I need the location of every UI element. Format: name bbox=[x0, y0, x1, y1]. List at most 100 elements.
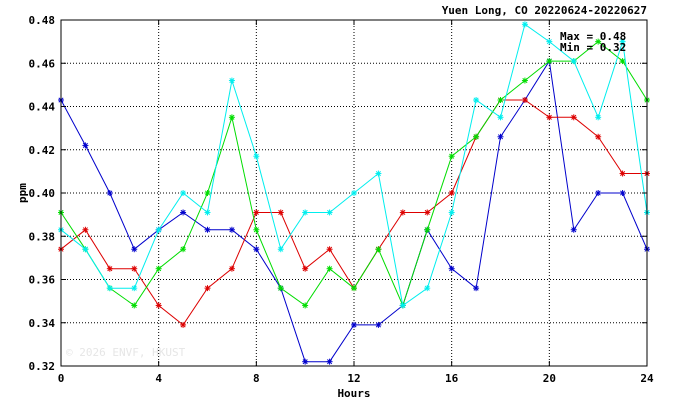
series-3-point-2 bbox=[106, 285, 113, 292]
y-tick-label-3: 0.38 bbox=[29, 230, 56, 243]
y-tick-label-5: 0.42 bbox=[29, 144, 56, 157]
series-1-point-14 bbox=[399, 209, 406, 216]
series-2-point-12 bbox=[351, 285, 357, 292]
series-3-point-9 bbox=[277, 246, 284, 253]
tick-labels: 0 4 8 12 16 20 24 0.32 0.34 0.36 0.38 0.40 0.42 0.44 0… bbox=[29, 14, 654, 385]
y-tick-label-1: 0.34 bbox=[29, 317, 56, 330]
series-2-point-15 bbox=[424, 226, 431, 233]
series-3-point-1 bbox=[82, 246, 89, 253]
x-tick-label-5: 20 bbox=[543, 372, 556, 385]
series-1-point-10 bbox=[302, 265, 309, 272]
series-0-point-1 bbox=[82, 142, 89, 149]
series-2-point-5 bbox=[180, 246, 187, 253]
chart-title: Yuen Long, CO 20220624-20220627 bbox=[442, 4, 647, 17]
series-1-point-4 bbox=[155, 302, 162, 309]
series-3-point-17 bbox=[473, 97, 480, 104]
x-tick-label-4: 16 bbox=[445, 372, 459, 385]
series-3-point-11 bbox=[326, 209, 333, 216]
y-tick-label-8: 0.48 bbox=[29, 14, 56, 27]
series-3-point-7 bbox=[228, 77, 235, 84]
series-3-point-12 bbox=[351, 190, 357, 196]
series-3-point-6 bbox=[204, 209, 211, 216]
series-3-point-14 bbox=[399, 302, 406, 309]
x-tick-label-2: 8 bbox=[253, 372, 260, 385]
series-1-point-6 bbox=[204, 285, 211, 292]
series-3-point-10 bbox=[302, 209, 309, 216]
series-3-point-5 bbox=[180, 190, 187, 196]
series-1-point-20 bbox=[546, 114, 553, 121]
series-2-point-18 bbox=[497, 97, 504, 104]
series-2-point-3 bbox=[131, 302, 138, 309]
series-2-point-17 bbox=[473, 133, 480, 140]
series-2-point-13 bbox=[375, 246, 382, 253]
series-3-point-20 bbox=[546, 38, 553, 45]
series-2-point-16 bbox=[448, 153, 455, 160]
series-2-point-4 bbox=[155, 265, 162, 272]
series-3-point-3 bbox=[131, 285, 138, 292]
series-3-point-23 bbox=[619, 38, 626, 45]
series-1-point-11 bbox=[326, 246, 333, 253]
series-0-point-8 bbox=[253, 246, 260, 253]
series-1-point-2 bbox=[106, 265, 113, 272]
series-0-point-11 bbox=[326, 358, 333, 365]
series-0-point-2 bbox=[106, 190, 113, 196]
series-3-point-8 bbox=[253, 153, 260, 160]
series-0-point-10 bbox=[302, 358, 309, 365]
min-label: Min = 0.32 bbox=[560, 41, 626, 54]
series-3-point-13 bbox=[375, 170, 382, 177]
series-0-point-12 bbox=[351, 321, 357, 328]
series-3 bbox=[58, 21, 650, 309]
series-1-point-1 bbox=[82, 226, 89, 233]
series-2-point-8 bbox=[253, 226, 260, 233]
data-series bbox=[58, 21, 650, 365]
series-2 bbox=[58, 38, 650, 309]
series-1-point-21 bbox=[570, 114, 577, 121]
series-1-point-3 bbox=[131, 265, 138, 272]
series-2-point-19 bbox=[521, 77, 528, 84]
y-tick-label-6: 0.44 bbox=[29, 101, 56, 114]
y-axis-title: ppm bbox=[16, 183, 29, 203]
series-2-point-20 bbox=[546, 58, 553, 65]
series-1-point-22 bbox=[595, 133, 602, 140]
series-0-point-13 bbox=[375, 321, 382, 328]
series-2-point-23 bbox=[619, 58, 626, 65]
series-0-point-5 bbox=[180, 209, 187, 216]
series-1-point-19 bbox=[521, 97, 528, 104]
series-0-point-22 bbox=[595, 190, 602, 196]
series-0-point-6 bbox=[204, 226, 211, 233]
series-1-point-7 bbox=[228, 265, 235, 272]
series-0-point-17 bbox=[473, 285, 480, 292]
series-0-point-16 bbox=[448, 265, 455, 272]
series-3-point-22 bbox=[595, 114, 602, 121]
x-axis-title: Hours bbox=[337, 387, 370, 400]
series-3-point-19 bbox=[521, 21, 528, 28]
x-tick-label-3: 12 bbox=[347, 372, 360, 385]
series-3-point-16 bbox=[448, 209, 455, 216]
series-2-point-9 bbox=[277, 285, 284, 292]
max-label: Max = 0.48 bbox=[560, 30, 626, 43]
series-1-point-5 bbox=[180, 321, 187, 328]
watermark: © 2026 ENVF, HKUST bbox=[66, 346, 186, 359]
series-0-point-23 bbox=[619, 190, 626, 196]
series-1-point-8 bbox=[253, 209, 260, 216]
series-1-point-15 bbox=[424, 209, 431, 216]
series-2-point-11 bbox=[326, 265, 333, 272]
series-0-point-21 bbox=[570, 226, 577, 233]
series-3-point-4 bbox=[155, 226, 162, 233]
x-tick-label-6: 24 bbox=[640, 372, 654, 385]
x-tick-label-1: 4 bbox=[155, 372, 162, 385]
series-0-point-3 bbox=[131, 246, 138, 253]
series-2-point-7 bbox=[228, 114, 235, 121]
series-3-point-15 bbox=[424, 285, 431, 292]
series-2-point-22 bbox=[595, 38, 602, 45]
series-3-point-21 bbox=[570, 58, 577, 65]
series-0-point-7 bbox=[228, 226, 235, 233]
series-3-point-18 bbox=[497, 114, 504, 121]
y-tick-label-4: 0.40 bbox=[29, 187, 56, 200]
series-1-point-9 bbox=[277, 209, 284, 216]
y-tick-label-7: 0.46 bbox=[29, 57, 56, 70]
y-tick-label-2: 0.36 bbox=[29, 274, 56, 287]
series-2-point-6 bbox=[204, 190, 211, 196]
x-tick-label-0: 0 bbox=[58, 372, 65, 385]
